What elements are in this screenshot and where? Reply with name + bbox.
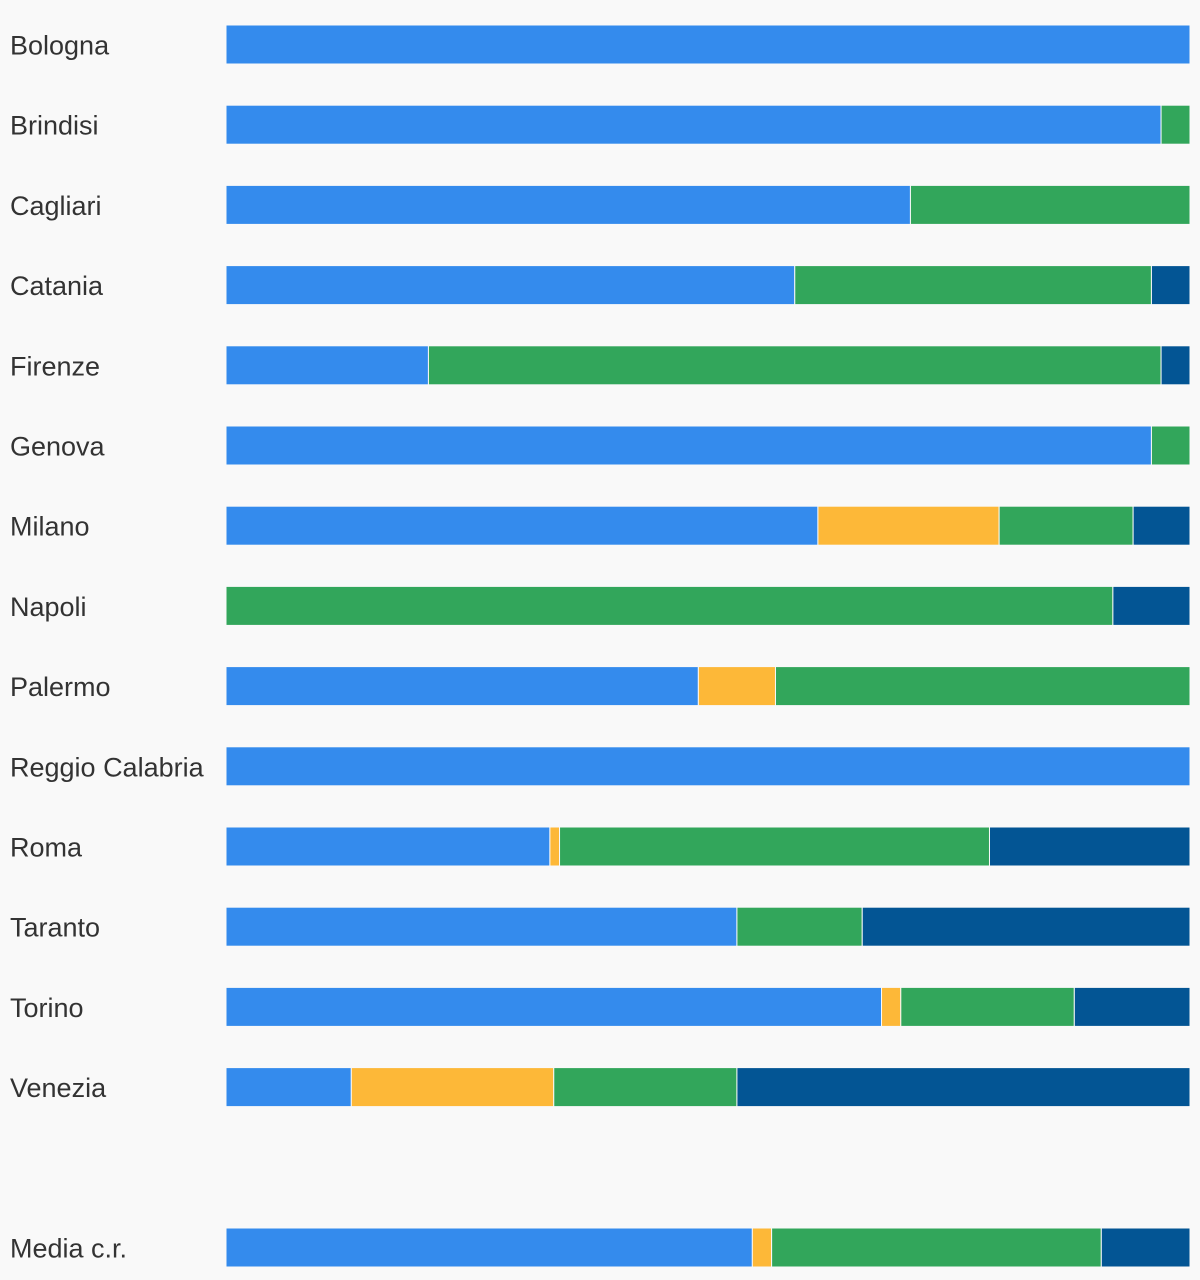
bar-segment <box>427 345 1162 386</box>
bar-segment <box>1150 425 1191 466</box>
category-label: Brindisi <box>10 111 99 141</box>
bar-segment <box>1160 345 1191 386</box>
bar-segment <box>225 1067 352 1108</box>
bar-segment <box>774 666 1191 707</box>
bar-row: Venezia <box>10 1067 1191 1108</box>
category-label: Bologna <box>10 31 110 61</box>
bar-segment <box>900 986 1075 1027</box>
bar-segment <box>559 826 990 867</box>
bar-segment <box>817 505 1000 546</box>
category-label: Genova <box>10 432 106 462</box>
bar-segment <box>1150 265 1191 306</box>
bar-segment <box>771 1227 1102 1268</box>
bar-segment <box>225 746 1191 787</box>
bar-row: Brindisi <box>10 104 1191 145</box>
category-label: Napoli <box>10 592 87 622</box>
bar-segment <box>1132 505 1191 546</box>
bar-segment <box>350 1067 555 1108</box>
bar-row: Firenze <box>10 345 1191 386</box>
bar-segment <box>225 265 796 306</box>
bar-segment <box>553 1067 738 1108</box>
category-label: Catania <box>10 271 104 301</box>
bar-segment <box>881 986 902 1027</box>
bar-segment <box>861 906 1191 947</box>
bar-segment <box>909 184 1191 225</box>
bar-segment <box>225 505 819 546</box>
bar-segment <box>736 906 863 947</box>
bar-segment <box>736 1067 1191 1108</box>
bar-row: Napoli <box>10 585 1191 626</box>
bar-row: Bologna <box>10 24 1191 65</box>
bar-row: Reggio Calabria <box>10 746 1191 787</box>
bar-segment <box>1160 104 1191 145</box>
bar-segment <box>225 826 551 867</box>
category-label: Firenze <box>10 351 100 381</box>
category-label: Palermo <box>10 672 111 702</box>
category-label: Torino <box>10 993 84 1023</box>
bar-row: Catania <box>10 265 1191 306</box>
bar-segment <box>225 986 883 1027</box>
bar-segment <box>794 265 1152 306</box>
bar-row: Milano <box>10 505 1191 546</box>
bar-row: Torino <box>10 986 1191 1027</box>
bar-segment <box>225 104 1162 145</box>
bar-segment <box>998 505 1134 546</box>
bar-segment <box>751 1227 773 1268</box>
bar-segment <box>225 345 429 386</box>
bar-segment <box>697 666 776 707</box>
bar-segment <box>225 585 1114 626</box>
category-label: Reggio Calabria <box>10 752 205 782</box>
bar-segment <box>1112 585 1191 626</box>
bar-segment <box>225 1227 753 1268</box>
category-label: Milano <box>10 512 90 542</box>
bar-segment <box>988 826 1191 867</box>
category-label: Cagliari <box>10 191 102 221</box>
bar-segment <box>1100 1227 1191 1268</box>
bar-segment <box>225 184 911 225</box>
bar-row: Media c.r. <box>10 1227 1191 1268</box>
category-label: Taranto <box>10 913 100 943</box>
bar-row: Roma <box>10 826 1191 867</box>
bar-row: Taranto <box>10 906 1191 947</box>
bar-segment <box>225 666 699 707</box>
bar-row: Cagliari <box>10 184 1191 225</box>
bar-segment <box>225 906 738 947</box>
bar-segment <box>1073 986 1191 1027</box>
bar-row: Genova <box>10 425 1191 466</box>
bar-row: Palermo <box>10 666 1191 707</box>
bar-segment <box>549 826 561 867</box>
category-label: Roma <box>10 833 83 863</box>
category-label: Venezia <box>10 1073 107 1103</box>
bar-segment <box>225 425 1152 466</box>
bar-segment <box>225 24 1191 65</box>
category-label: Media c.r. <box>10 1234 127 1264</box>
